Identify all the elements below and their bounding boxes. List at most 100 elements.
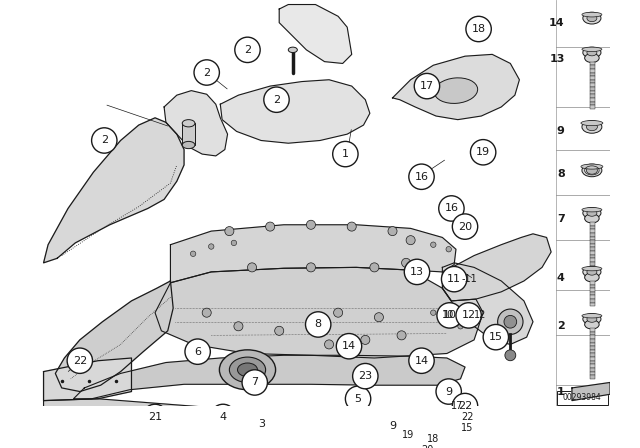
Circle shape — [346, 386, 371, 411]
Bar — [590, 368, 595, 371]
Ellipse shape — [582, 47, 602, 52]
Circle shape — [444, 319, 450, 324]
Text: 00293984: 00293984 — [563, 393, 602, 402]
Ellipse shape — [237, 363, 257, 377]
Bar — [590, 332, 595, 336]
Ellipse shape — [582, 207, 602, 212]
Text: 22: 22 — [461, 412, 474, 422]
Circle shape — [470, 140, 496, 165]
Bar — [590, 361, 595, 364]
Text: 20: 20 — [422, 444, 434, 448]
Circle shape — [307, 220, 316, 229]
Circle shape — [505, 350, 516, 361]
Text: 15: 15 — [461, 423, 474, 433]
Circle shape — [142, 404, 168, 430]
Circle shape — [324, 340, 333, 349]
Text: 14: 14 — [342, 341, 356, 351]
Bar — [590, 292, 595, 296]
Text: 9: 9 — [389, 421, 396, 431]
Circle shape — [374, 313, 383, 322]
Text: 10: 10 — [443, 310, 456, 320]
Circle shape — [194, 60, 220, 85]
Text: 18: 18 — [427, 434, 439, 444]
Circle shape — [333, 308, 342, 317]
Bar — [590, 233, 595, 237]
Ellipse shape — [182, 142, 195, 149]
Circle shape — [409, 164, 434, 190]
Ellipse shape — [582, 12, 602, 17]
Circle shape — [466, 16, 492, 42]
Circle shape — [333, 142, 358, 167]
Ellipse shape — [435, 78, 477, 103]
Text: 2: 2 — [557, 321, 564, 331]
Text: 1: 1 — [342, 149, 349, 159]
Bar — [590, 237, 595, 240]
Circle shape — [439, 196, 464, 221]
Text: 17: 17 — [451, 401, 463, 411]
Bar — [182, 123, 195, 145]
Text: 13: 13 — [410, 267, 424, 277]
Text: 4: 4 — [557, 273, 564, 283]
Circle shape — [209, 244, 214, 249]
Bar — [590, 371, 595, 375]
Text: 5: 5 — [355, 394, 362, 404]
Polygon shape — [442, 263, 533, 345]
Ellipse shape — [582, 267, 602, 271]
Circle shape — [353, 363, 378, 389]
Polygon shape — [279, 4, 352, 64]
Text: 7: 7 — [557, 214, 564, 224]
Circle shape — [67, 348, 93, 374]
Polygon shape — [155, 267, 483, 358]
Bar — [590, 251, 595, 254]
Circle shape — [305, 312, 331, 337]
Bar — [590, 288, 595, 292]
Text: 14: 14 — [549, 17, 564, 28]
Ellipse shape — [586, 123, 597, 131]
Text: 16: 16 — [444, 203, 458, 213]
Text: 12: 12 — [474, 310, 486, 320]
Ellipse shape — [583, 207, 601, 219]
Circle shape — [211, 404, 236, 430]
Circle shape — [370, 263, 379, 272]
Bar — [590, 328, 595, 332]
Ellipse shape — [437, 442, 448, 448]
Polygon shape — [220, 80, 370, 143]
Ellipse shape — [581, 121, 603, 125]
Polygon shape — [55, 281, 173, 392]
Text: 2: 2 — [203, 68, 211, 78]
Ellipse shape — [585, 273, 599, 282]
Circle shape — [456, 303, 481, 328]
Text: 13: 13 — [549, 54, 564, 64]
Text: 20: 20 — [458, 222, 472, 232]
Bar — [590, 353, 595, 357]
Text: 4: 4 — [220, 412, 227, 422]
Bar — [590, 76, 595, 80]
Polygon shape — [572, 383, 610, 401]
Bar — [590, 94, 595, 98]
Text: 2: 2 — [244, 45, 251, 55]
Circle shape — [436, 379, 461, 404]
Circle shape — [275, 326, 284, 336]
Bar — [590, 262, 595, 266]
Circle shape — [380, 414, 405, 439]
Bar — [590, 87, 595, 90]
Circle shape — [446, 246, 451, 252]
Circle shape — [442, 267, 467, 292]
Ellipse shape — [587, 15, 597, 22]
Circle shape — [504, 315, 516, 328]
Circle shape — [235, 37, 260, 63]
Text: 16: 16 — [415, 172, 429, 182]
Circle shape — [361, 336, 370, 345]
Circle shape — [190, 251, 196, 257]
Polygon shape — [74, 355, 465, 399]
Text: 17: 17 — [420, 81, 434, 91]
Circle shape — [202, 308, 211, 317]
Text: 7: 7 — [251, 378, 259, 388]
Ellipse shape — [586, 167, 597, 174]
Text: 8: 8 — [557, 169, 564, 179]
Bar — [590, 90, 595, 94]
Polygon shape — [164, 90, 228, 156]
Bar — [590, 266, 595, 269]
Bar — [590, 364, 595, 368]
Text: 9: 9 — [445, 387, 452, 396]
